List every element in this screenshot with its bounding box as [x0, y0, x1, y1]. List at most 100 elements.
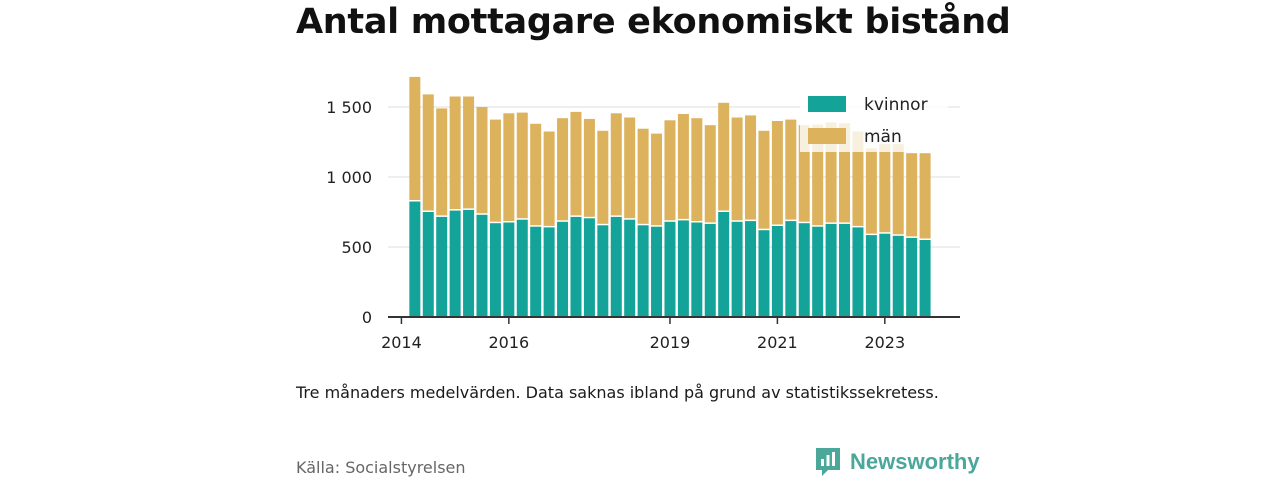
bar-man	[879, 144, 891, 233]
bar-man	[664, 120, 676, 221]
bar-kvinnor	[704, 223, 716, 317]
bar-kvinnor	[798, 223, 810, 317]
brand-name: Newsworthy	[850, 449, 980, 474]
source-label: Källa: Socialstyrelsen	[296, 458, 466, 477]
bar-kvinnor	[597, 225, 609, 317]
y-tick-label: 1 000	[326, 168, 372, 187]
bar-kvinnor	[839, 223, 851, 317]
newsworthy-logo: Newsworthy	[814, 446, 980, 478]
bar-kvinnor	[463, 209, 475, 317]
bar-kvinnor	[691, 222, 703, 317]
bar-man	[651, 133, 663, 226]
bar-kvinnor	[409, 201, 421, 317]
bar-kvinnor	[570, 216, 582, 317]
bar-kvinnor	[637, 225, 649, 317]
bar-kvinnor	[476, 214, 488, 317]
bar-man	[812, 124, 824, 226]
bar-kvinnor	[892, 235, 904, 317]
chart-title: Antal mottagare ekonomiskt bistånd	[296, 2, 1011, 42]
legend-label: män	[864, 127, 902, 147]
bar-man	[852, 131, 864, 226]
bar-kvinnor	[449, 210, 461, 317]
bar-man	[798, 125, 810, 222]
legend-swatch	[808, 128, 846, 144]
bar-kvinnor	[651, 226, 663, 317]
bar-man	[610, 113, 622, 216]
y-tick-label: 1 500	[326, 98, 372, 117]
bar-man	[718, 102, 730, 211]
bar-man	[583, 118, 595, 217]
axes: 0 500 1 000 1 500 2014 2016 2019 2021 2023	[326, 98, 960, 352]
bar-kvinnor	[624, 219, 636, 317]
bar-man	[704, 125, 716, 223]
bar-kvinnor	[664, 221, 676, 317]
bar-man	[570, 111, 582, 216]
bar-kvinnor	[436, 216, 448, 317]
bar-kvinnor	[825, 223, 837, 317]
bar-kvinnor	[677, 220, 689, 317]
bar-kvinnor	[422, 212, 434, 317]
bar-kvinnor	[852, 227, 864, 317]
legend-swatch	[808, 96, 846, 112]
x-tick-label: 2014	[381, 333, 422, 352]
bar-man	[865, 148, 877, 234]
bar-kvinnor	[731, 221, 743, 317]
bar-kvinnor	[530, 226, 542, 317]
bar-man	[825, 122, 837, 223]
bar-man	[422, 94, 434, 211]
bar-man	[892, 144, 904, 235]
bar-man	[771, 121, 783, 225]
bar-man	[785, 119, 797, 220]
x-tick-label: 2023	[864, 333, 905, 352]
bar-man	[557, 118, 569, 221]
bar-man	[530, 123, 542, 226]
bar-man	[503, 113, 515, 221]
bar-man	[516, 112, 528, 219]
x-tick-label: 2021	[757, 333, 798, 352]
bar-man	[489, 119, 501, 222]
bar-kvinnor	[503, 222, 515, 317]
bar-kvinnor	[865, 235, 877, 317]
x-tick-label: 2016	[488, 333, 529, 352]
bar-kvinnor	[785, 221, 797, 317]
bar-man	[449, 96, 461, 210]
bar-man	[436, 108, 448, 216]
chart-note: Tre månaders medelvärden. Data saknas ib…	[296, 383, 939, 402]
bar-kvinnor	[543, 227, 555, 317]
bar-kvinnor	[758, 230, 770, 317]
bar-man	[906, 153, 918, 237]
bar-kvinnor	[771, 226, 783, 317]
bar-kvinnor	[812, 226, 824, 317]
bar-man	[637, 128, 649, 224]
bar-man	[409, 76, 421, 200]
y-tick-label: 0	[362, 308, 372, 327]
bar-man	[731, 117, 743, 221]
legend-label: kvinnor	[864, 95, 928, 115]
bar-man	[624, 117, 636, 219]
bar-man	[476, 107, 488, 214]
bar-man	[839, 123, 851, 223]
bar-kvinnor	[516, 219, 528, 317]
bars	[409, 76, 931, 317]
bar-kvinnor	[919, 240, 931, 317]
bar-kvinnor	[718, 212, 730, 317]
bar-kvinnor	[906, 237, 918, 317]
legend: kvinnor män	[800, 86, 948, 152]
bar-man	[758, 130, 770, 229]
bar-kvinnor	[745, 221, 757, 317]
bar-man	[919, 153, 931, 239]
bar-man	[543, 131, 555, 226]
bar-man	[745, 115, 757, 220]
bar-kvinnor	[583, 218, 595, 317]
bar-man	[677, 114, 689, 219]
newsworthy-icon	[816, 448, 840, 476]
bar-man	[691, 118, 703, 221]
bar-kvinnor	[879, 233, 891, 317]
bar-man	[597, 130, 609, 224]
bar-kvinnor	[610, 216, 622, 317]
bar-kvinnor	[489, 223, 501, 317]
bar-man	[463, 96, 475, 209]
bar-kvinnor	[557, 221, 569, 317]
y-tick-label: 500	[341, 238, 372, 257]
